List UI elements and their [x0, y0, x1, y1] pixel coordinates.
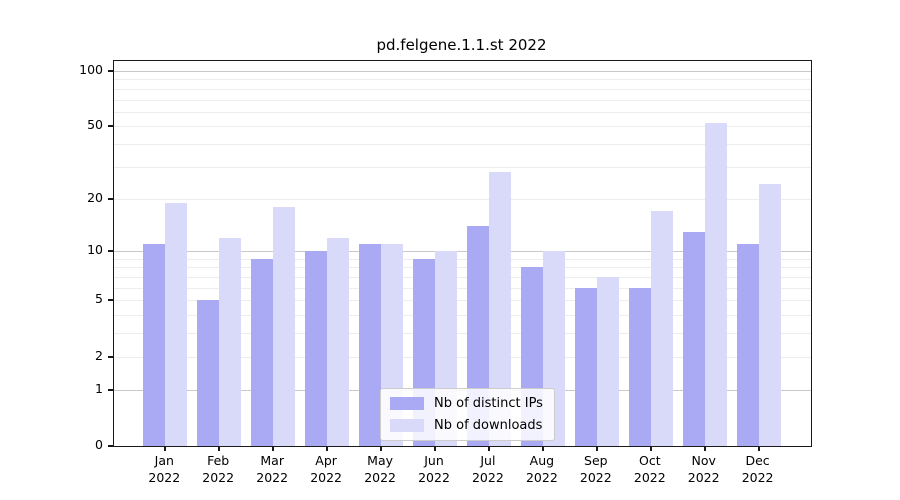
- bar-downloads-apr: [327, 237, 350, 446]
- bar-distinct-ips-may: [359, 244, 382, 446]
- x-tick-label-nov: Nov 2022: [687, 453, 720, 485]
- gridline-major-100: [114, 70, 811, 72]
- bar-downloads-oct: [650, 211, 673, 446]
- x-tick-jun: [434, 446, 436, 451]
- x-tick-label-aug: Aug 2022: [525, 453, 558, 485]
- gridline-minor-50: [114, 126, 811, 128]
- gridline-minor-6: [114, 287, 811, 289]
- gridline-minor-30: [114, 166, 811, 168]
- x-tick-may: [380, 446, 383, 451]
- y-tick-label-100: 100: [79, 61, 103, 77]
- bar-downloads-nov: [704, 123, 727, 446]
- y-tick-label-5: 5: [95, 291, 103, 307]
- bar-distinct-ips-mar: [251, 258, 274, 446]
- y-tick-label-20: 20: [87, 189, 103, 205]
- bar-downloads-mar: [273, 206, 296, 446]
- y-tick-5: [108, 299, 114, 302]
- bar-downloads-feb: [219, 237, 242, 446]
- x-tick-label-jan: Jan 2022: [148, 453, 181, 485]
- gridline-minor-70: [114, 99, 811, 101]
- legend-label-distinct-ips: Nb of distinct IPs: [434, 396, 543, 411]
- plot-area: Nb of distinct IPs Nb of downloads: [108, 60, 812, 451]
- x-tick-label-oct: Oct 2022: [633, 453, 666, 485]
- gridline-major-10: [114, 251, 811, 253]
- bar-downloads-jul: [488, 172, 511, 446]
- gridline-minor-4: [114, 315, 811, 317]
- gridline-minor-7: [114, 277, 811, 278]
- legend-swatch-distinct-ips: [390, 397, 424, 410]
- gridline-minor-5: [114, 300, 811, 302]
- x-tick-dec: [757, 446, 760, 451]
- x-tick-label-mar: Mar 2022: [256, 453, 289, 485]
- y-tick-100: [108, 69, 114, 72]
- bar-distinct-ips-jan: [143, 244, 166, 446]
- gridline-minor-8: [114, 267, 811, 269]
- x-tick-nov: [703, 446, 706, 451]
- x-tick-feb: [218, 446, 221, 451]
- x-tick-aug: [541, 446, 544, 451]
- x-tick-label-dec: Dec 2022: [741, 453, 774, 485]
- x-tick-apr: [326, 446, 329, 451]
- gridline-minor-3: [114, 333, 811, 335]
- y-tick-label-2: 2: [95, 347, 103, 363]
- y-tick-label-50: 50: [87, 117, 103, 133]
- bar-distinct-ips-nov: [682, 231, 705, 446]
- legend: Nb of distinct IPs Nb of downloads: [380, 388, 555, 441]
- y-tick-20: [108, 197, 114, 200]
- x-tick-label-apr: Apr 2022: [310, 453, 342, 485]
- bar-distinct-ips-oct: [628, 287, 651, 446]
- y-tick-0: [108, 445, 114, 447]
- gridline-minor-90: [114, 79, 811, 81]
- gridline-minor-20: [114, 198, 811, 200]
- x-tick-label-sep: Sep 2022: [579, 453, 612, 485]
- bar-distinct-ips-sep: [574, 287, 597, 446]
- x-tick-jan: [164, 446, 167, 451]
- x-tick-label-feb: Feb 2022: [202, 453, 235, 485]
- bar-distinct-ips-apr: [305, 251, 328, 446]
- bar-distinct-ips-dec: [736, 244, 759, 446]
- bar-downloads-jan: [165, 202, 188, 446]
- x-tick-label-jun: Jun 2022: [418, 453, 450, 485]
- x-tick-mar: [272, 446, 275, 451]
- x-tick-label-jul: Jul 2022: [471, 453, 504, 485]
- legend-swatch-downloads: [390, 419, 424, 432]
- y-tick-10: [108, 250, 114, 253]
- gridline-minor-60: [114, 111, 811, 113]
- bar-downloads-dec: [758, 184, 781, 446]
- x-tick-label-may: May 2022: [364, 453, 396, 485]
- legend-item-distinct-ips: Nb of distinct IPs: [390, 396, 543, 411]
- x-tick-sep: [595, 446, 598, 451]
- chart-title: pd.felgene.1.1.st 2022: [376, 36, 547, 54]
- gridline-minor-80: [114, 88, 811, 90]
- x-tick-jul: [487, 446, 490, 451]
- y-tick-1: [108, 388, 114, 391]
- legend-item-downloads: Nb of downloads: [390, 418, 543, 433]
- x-tick-oct: [649, 446, 652, 451]
- y-tick-label-1: 1: [95, 380, 103, 396]
- y-tick-2: [108, 355, 114, 358]
- gridline-minor-9: [114, 258, 811, 260]
- gridline-minor-2: [114, 356, 811, 358]
- bar-distinct-ips-feb: [197, 300, 220, 446]
- legend-label-downloads: Nb of downloads: [434, 418, 543, 433]
- y-tick-label-10: 10: [87, 242, 103, 258]
- y-tick-label-0: 0: [95, 437, 103, 452]
- gridline-minor-40: [114, 144, 811, 146]
- y-tick-50: [108, 125, 114, 128]
- bar-downloads-sep: [596, 277, 619, 446]
